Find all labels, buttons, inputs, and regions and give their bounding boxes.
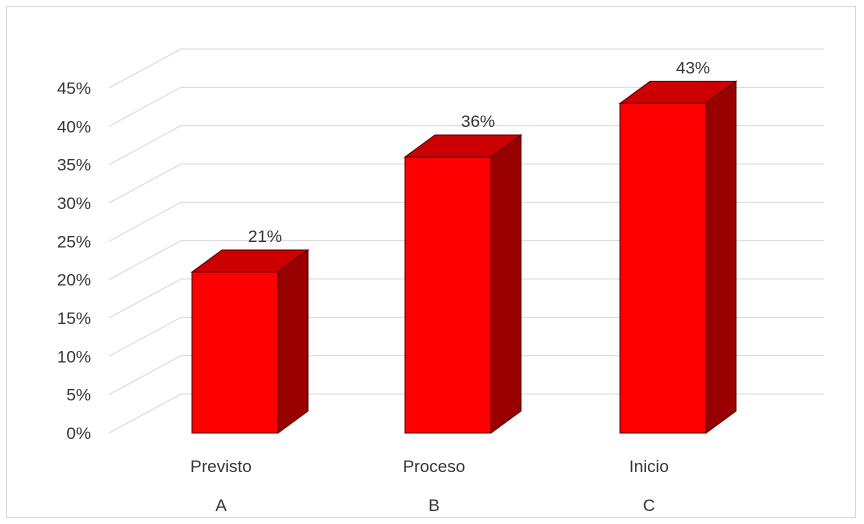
y-tick-label: 15% [57,309,91,328]
y-tick-label: 0% [66,424,91,443]
category-code-label: B [428,496,439,515]
y-tick-label: 40% [57,117,91,136]
chart-frame: 0% 5% 10% 15% 20% 25% 30% 35% 40% 45% 21% 36% 43% Pre… [6,6,856,518]
gridline [108,278,824,319]
category-label: Inicio [629,457,669,476]
data-label: 21% [248,227,282,246]
data-labels: 21% 36% 43% [248,58,710,246]
bar [190,249,310,434]
y-tick-label: 10% [57,347,91,366]
gridline [108,125,824,166]
y-tick-label: 30% [57,194,91,213]
category-label: Previsto [190,457,251,476]
gridline [108,355,824,396]
category-code-label: A [215,496,227,515]
gridline [108,393,824,434]
bar-side [490,134,522,434]
category-label: Proceso [403,457,465,476]
y-tick-labels: 0% 5% 10% 15% 20% 25% 30% 35% 40% 45% [57,79,91,443]
gridline [108,201,824,242]
bars [190,80,738,434]
data-label: 43% [676,58,710,77]
y-tick-label: 25% [57,232,91,251]
gridline [108,163,824,204]
bar [618,80,738,434]
y-tick-label: 5% [66,386,91,405]
gridline [108,240,824,281]
data-label: 36% [461,112,495,131]
bar-side [705,80,737,434]
category-labels: Previsto A Proceso B Inicio C [190,457,669,515]
y-tick-label: 20% [57,271,91,290]
bar [403,134,523,434]
gridline [108,316,824,357]
bar-front [191,271,279,434]
gridline [108,86,824,127]
bar-front [619,102,707,434]
bar-chart: 0% 5% 10% 15% 20% 25% 30% 35% 40% 45% 21% 36% 43% Pre… [57,48,824,515]
gridline [108,48,824,89]
y-tick-label: 45% [57,79,91,98]
category-code-label: C [643,496,655,515]
y-tick-label: 35% [57,156,91,175]
bar-side [277,249,309,434]
bar-front [404,156,492,434]
gridlines [108,48,824,434]
